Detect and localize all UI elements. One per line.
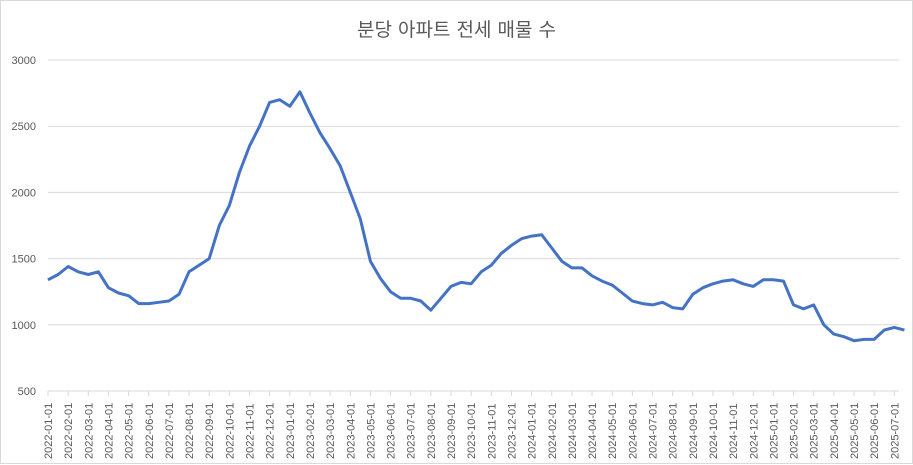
x-tick-label: 2022-04-01 <box>103 403 115 459</box>
x-tick-label: 2025-01-01 <box>768 403 780 459</box>
x-tick-label: 2023-08-01 <box>426 403 438 459</box>
x-tick-label: 2025-07-01 <box>889 403 901 459</box>
x-tick-label: 2022-10-01 <box>224 403 236 459</box>
x-tick-label: 2023-04-01 <box>345 403 357 459</box>
x-tick-label: 2024-02-01 <box>547 403 559 459</box>
x-tick-label: 2023-09-01 <box>446 403 458 459</box>
x-tick-label: 2022-09-01 <box>204 403 216 459</box>
x-tick-label: 2025-02-01 <box>789 403 801 459</box>
x-tick-label: 2025-06-01 <box>869 403 881 459</box>
x-tick-label: 2023-06-01 <box>386 403 398 459</box>
x-tick-label: 2023-07-01 <box>406 403 418 459</box>
x-tick-label: 2023-05-01 <box>365 403 377 459</box>
y-tick-label: 500 <box>18 386 36 398</box>
x-tick-label: 2025-03-01 <box>809 403 821 459</box>
x-tick-label: 2022-11-01 <box>245 404 257 459</box>
x-tick-label: 2022-01-01 <box>43 403 55 459</box>
y-tick-label: 2000 <box>12 187 36 199</box>
x-tick-label: 2022-08-01 <box>184 403 196 459</box>
x-tick-label: 2023-01-01 <box>285 403 297 459</box>
x-tick-label: 2024-08-01 <box>668 403 680 459</box>
x-tick-label: 2024-04-01 <box>587 403 599 459</box>
x-tick-label: 2022-03-01 <box>83 403 95 459</box>
x-tick-label: 2023-10-01 <box>466 403 478 459</box>
y-tick-label: 1500 <box>12 254 36 266</box>
x-tick-label: 2022-05-01 <box>124 403 136 459</box>
x-tick-label: 2024-06-01 <box>627 403 639 459</box>
x-tick-label: 2023-11-01 <box>486 404 498 459</box>
x-tick-label: 2024-07-01 <box>648 403 660 459</box>
x-tick-label: 2023-02-01 <box>305 403 317 459</box>
x-tick-label: 2024-10-01 <box>708 403 720 459</box>
y-tick-label: 1000 <box>12 320 36 332</box>
x-tick-label: 2022-02-01 <box>63 403 75 459</box>
x-tick-label: 2025-05-01 <box>849 403 861 459</box>
x-tick-label: 2023-12-01 <box>506 403 518 459</box>
series-line <box>48 92 904 341</box>
x-tick-label: 2024-01-01 <box>527 403 539 459</box>
x-tick-label: 2023-03-01 <box>325 403 337 459</box>
x-tick-label: 2024-05-01 <box>607 403 619 459</box>
x-tick-label: 2022-07-01 <box>164 403 176 459</box>
x-tick-label: 2024-12-01 <box>748 403 760 459</box>
x-tick-label: 2022-06-01 <box>144 403 156 459</box>
x-tick-label: 2025-04-01 <box>829 403 841 459</box>
y-tick-label: 2500 <box>12 121 36 133</box>
x-tick-label: 2022-12-01 <box>265 403 277 459</box>
x-tick-label: 2024-11-01 <box>728 404 740 459</box>
x-tick-label: 2024-09-01 <box>688 403 700 459</box>
y-tick-label: 3000 <box>12 55 36 67</box>
x-tick-label: 2024-03-01 <box>567 403 579 459</box>
